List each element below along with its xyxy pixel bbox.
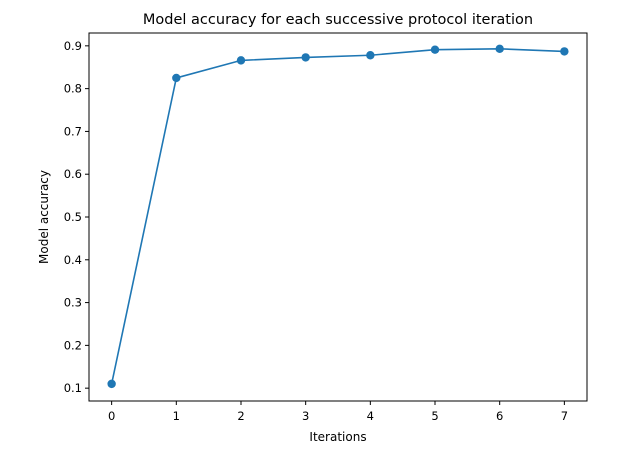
- y-tick-label: 0.3: [64, 296, 82, 310]
- data-point: [236, 56, 246, 65]
- data-point: [172, 73, 181, 83]
- y-axis-label: Model accuracy: [37, 170, 51, 264]
- x-tick-label: 5: [431, 409, 438, 423]
- x-tick-label: 2: [237, 409, 244, 423]
- data-point: [560, 47, 569, 56]
- chart-title: Model accuracy for each successive proto…: [143, 12, 533, 28]
- data-point: [301, 53, 310, 62]
- x-tick-label: 4: [367, 409, 374, 423]
- x-axis: 0 1 2 3 4 5 6 7: [108, 401, 568, 423]
- data-point: [430, 45, 440, 54]
- y-tick-label: 0.4: [64, 253, 82, 267]
- series-line: [110, 48, 565, 385]
- x-tick-label: 0: [108, 409, 115, 423]
- y-tick-label: 0.2: [64, 338, 82, 352]
- plot-frame: [88, 32, 588, 402]
- series-layer: [107, 44, 569, 389]
- data-point: [495, 44, 504, 54]
- data-point: [107, 379, 116, 389]
- x-tick-label: 3: [302, 409, 309, 423]
- y-tick-label: 0.7: [64, 124, 82, 138]
- x-tick-label: 1: [173, 409, 180, 423]
- data-point: [366, 51, 375, 60]
- y-tick-label: 0.6: [64, 167, 82, 181]
- y-tick-label: 0.1: [64, 381, 82, 395]
- x-tick-label: 7: [561, 409, 568, 423]
- y-tick-label: 0.9: [64, 39, 82, 53]
- y-axis: 0.1 0.2 0.3 0.4 0.5 0.6 0.7 0.8 0.9: [64, 39, 89, 395]
- y-tick-label: 0.5: [64, 210, 82, 224]
- x-tick-label: 6: [496, 409, 503, 423]
- y-tick-label: 0.8: [64, 82, 82, 96]
- x-axis-label: Iterations: [309, 430, 366, 444]
